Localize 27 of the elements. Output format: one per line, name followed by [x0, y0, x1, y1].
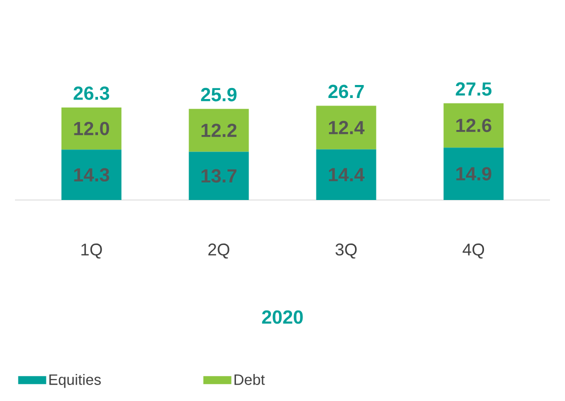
- bar: [188, 108, 249, 152]
- total-label: 27.5: [456, 82, 492, 96]
- data-label: 12.6: [456, 118, 492, 132]
- bar: [316, 149, 376, 200]
- data-label: 12.4: [328, 120, 365, 134]
- bar: [316, 106, 376, 150]
- data-label: 14.4: [328, 168, 365, 182]
- bar: [188, 152, 249, 200]
- data-label: 12.0: [74, 122, 110, 136]
- legend-label: Debt: [234, 374, 265, 385]
- bar: [444, 103, 504, 148]
- data-label: 14.3: [74, 168, 110, 182]
- bar: [61, 150, 122, 200]
- total-label: 25.9: [201, 88, 237, 102]
- x-tick-label: 1Q: [81, 244, 102, 259]
- data-label: 12.2: [202, 124, 236, 137]
- data-label: 14.9: [456, 167, 492, 180]
- data-label: 13.7: [202, 169, 236, 183]
- x-tick-label: 2Q: [208, 244, 230, 259]
- total-label: 26.7: [328, 84, 364, 98]
- x-tick-label: 4Q: [462, 244, 484, 259]
- x-axis-title: 2020: [262, 310, 303, 324]
- x-tick-label: 3Q: [336, 244, 357, 259]
- legend-label: Equities: [49, 374, 101, 388]
- total-label: 26.3: [74, 86, 110, 100]
- bar: [61, 107, 122, 150]
- bar: [444, 148, 504, 200]
